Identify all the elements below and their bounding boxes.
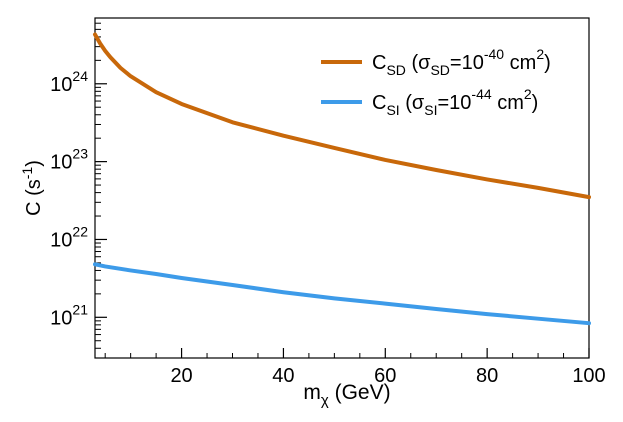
y-axis-label-sup: -1 bbox=[19, 167, 35, 180]
legend-unit-sup: 2 bbox=[524, 86, 532, 102]
x-tick-label-60: 60 bbox=[374, 365, 396, 387]
y-tick-label-1e21: 1021 bbox=[50, 301, 88, 329]
y-tick-label-exponent: 24 bbox=[72, 68, 88, 84]
legend-main-sub: SI bbox=[386, 102, 399, 118]
y-axis-label: C (s-1) bbox=[19, 160, 45, 216]
legend-main: C bbox=[372, 52, 386, 74]
legend-unit: cm bbox=[504, 52, 536, 74]
plot-area bbox=[94, 17, 590, 359]
y-tick-label-1e22: 1022 bbox=[50, 223, 88, 251]
x-axis-label: mχ (GeV) bbox=[303, 381, 390, 409]
legend-open: (σ bbox=[406, 52, 431, 74]
x-axis-label-rest: (GeV) bbox=[329, 381, 391, 404]
legend: CSD (σSD=10-40 cm2)CSI (σSI=10-44 cm2) bbox=[321, 46, 551, 118]
legend-label-c-si: CSI (σSI=10-44 cm2) bbox=[372, 86, 538, 118]
y-tick-label-base: 10 bbox=[50, 152, 72, 174]
legend-sigma-sub: SD bbox=[430, 62, 449, 78]
legend-unit: cm bbox=[492, 92, 524, 114]
legend-label-c-sd: CSD (σSD=10-40 cm2) bbox=[372, 46, 551, 78]
x-tick-label-80: 80 bbox=[476, 365, 498, 387]
legend-open: (σ bbox=[400, 92, 425, 114]
x-tick-label-20: 20 bbox=[170, 365, 192, 387]
x-axis-ticks: 20 40 60 80 100 bbox=[104, 348, 606, 387]
series-group bbox=[93, 32, 591, 326]
legend-sigma-sub: SI bbox=[424, 102, 437, 118]
y-tick-label-1e23: 1023 bbox=[50, 146, 88, 174]
x-axis-label-base: m bbox=[303, 381, 321, 404]
legend-eq: =10 bbox=[437, 92, 471, 114]
x-tick-label-100: 100 bbox=[572, 365, 605, 387]
legend-close: ) bbox=[544, 52, 551, 74]
y-tick-label-exponent: 21 bbox=[72, 301, 88, 317]
legend-exp: -40 bbox=[484, 46, 504, 62]
series-line-c-sd bbox=[93, 32, 591, 200]
legend-close: ) bbox=[532, 92, 539, 114]
y-tick-label-exponent: 23 bbox=[72, 146, 88, 162]
x-axis-label-sub: χ bbox=[321, 392, 329, 409]
legend-main-sub: SD bbox=[386, 62, 405, 78]
legend-eq: =10 bbox=[450, 52, 484, 74]
y-tick-label-1e24: 1024 bbox=[50, 68, 88, 96]
y-tick-label-base: 10 bbox=[50, 74, 72, 96]
y-tick-label-exponent: 22 bbox=[72, 223, 88, 239]
series-line-c-si bbox=[93, 262, 591, 326]
y-tick-label-base: 10 bbox=[50, 307, 72, 329]
legend-exp: -44 bbox=[471, 86, 491, 102]
x-tick-label-40: 40 bbox=[272, 365, 294, 387]
legend-main: C bbox=[372, 92, 386, 114]
y-tick-label-base: 10 bbox=[50, 229, 72, 251]
y-axis-label-close: ) bbox=[23, 160, 45, 167]
legend-unit-sup: 2 bbox=[536, 46, 544, 62]
y-axis-label-base: C (s bbox=[23, 179, 45, 216]
